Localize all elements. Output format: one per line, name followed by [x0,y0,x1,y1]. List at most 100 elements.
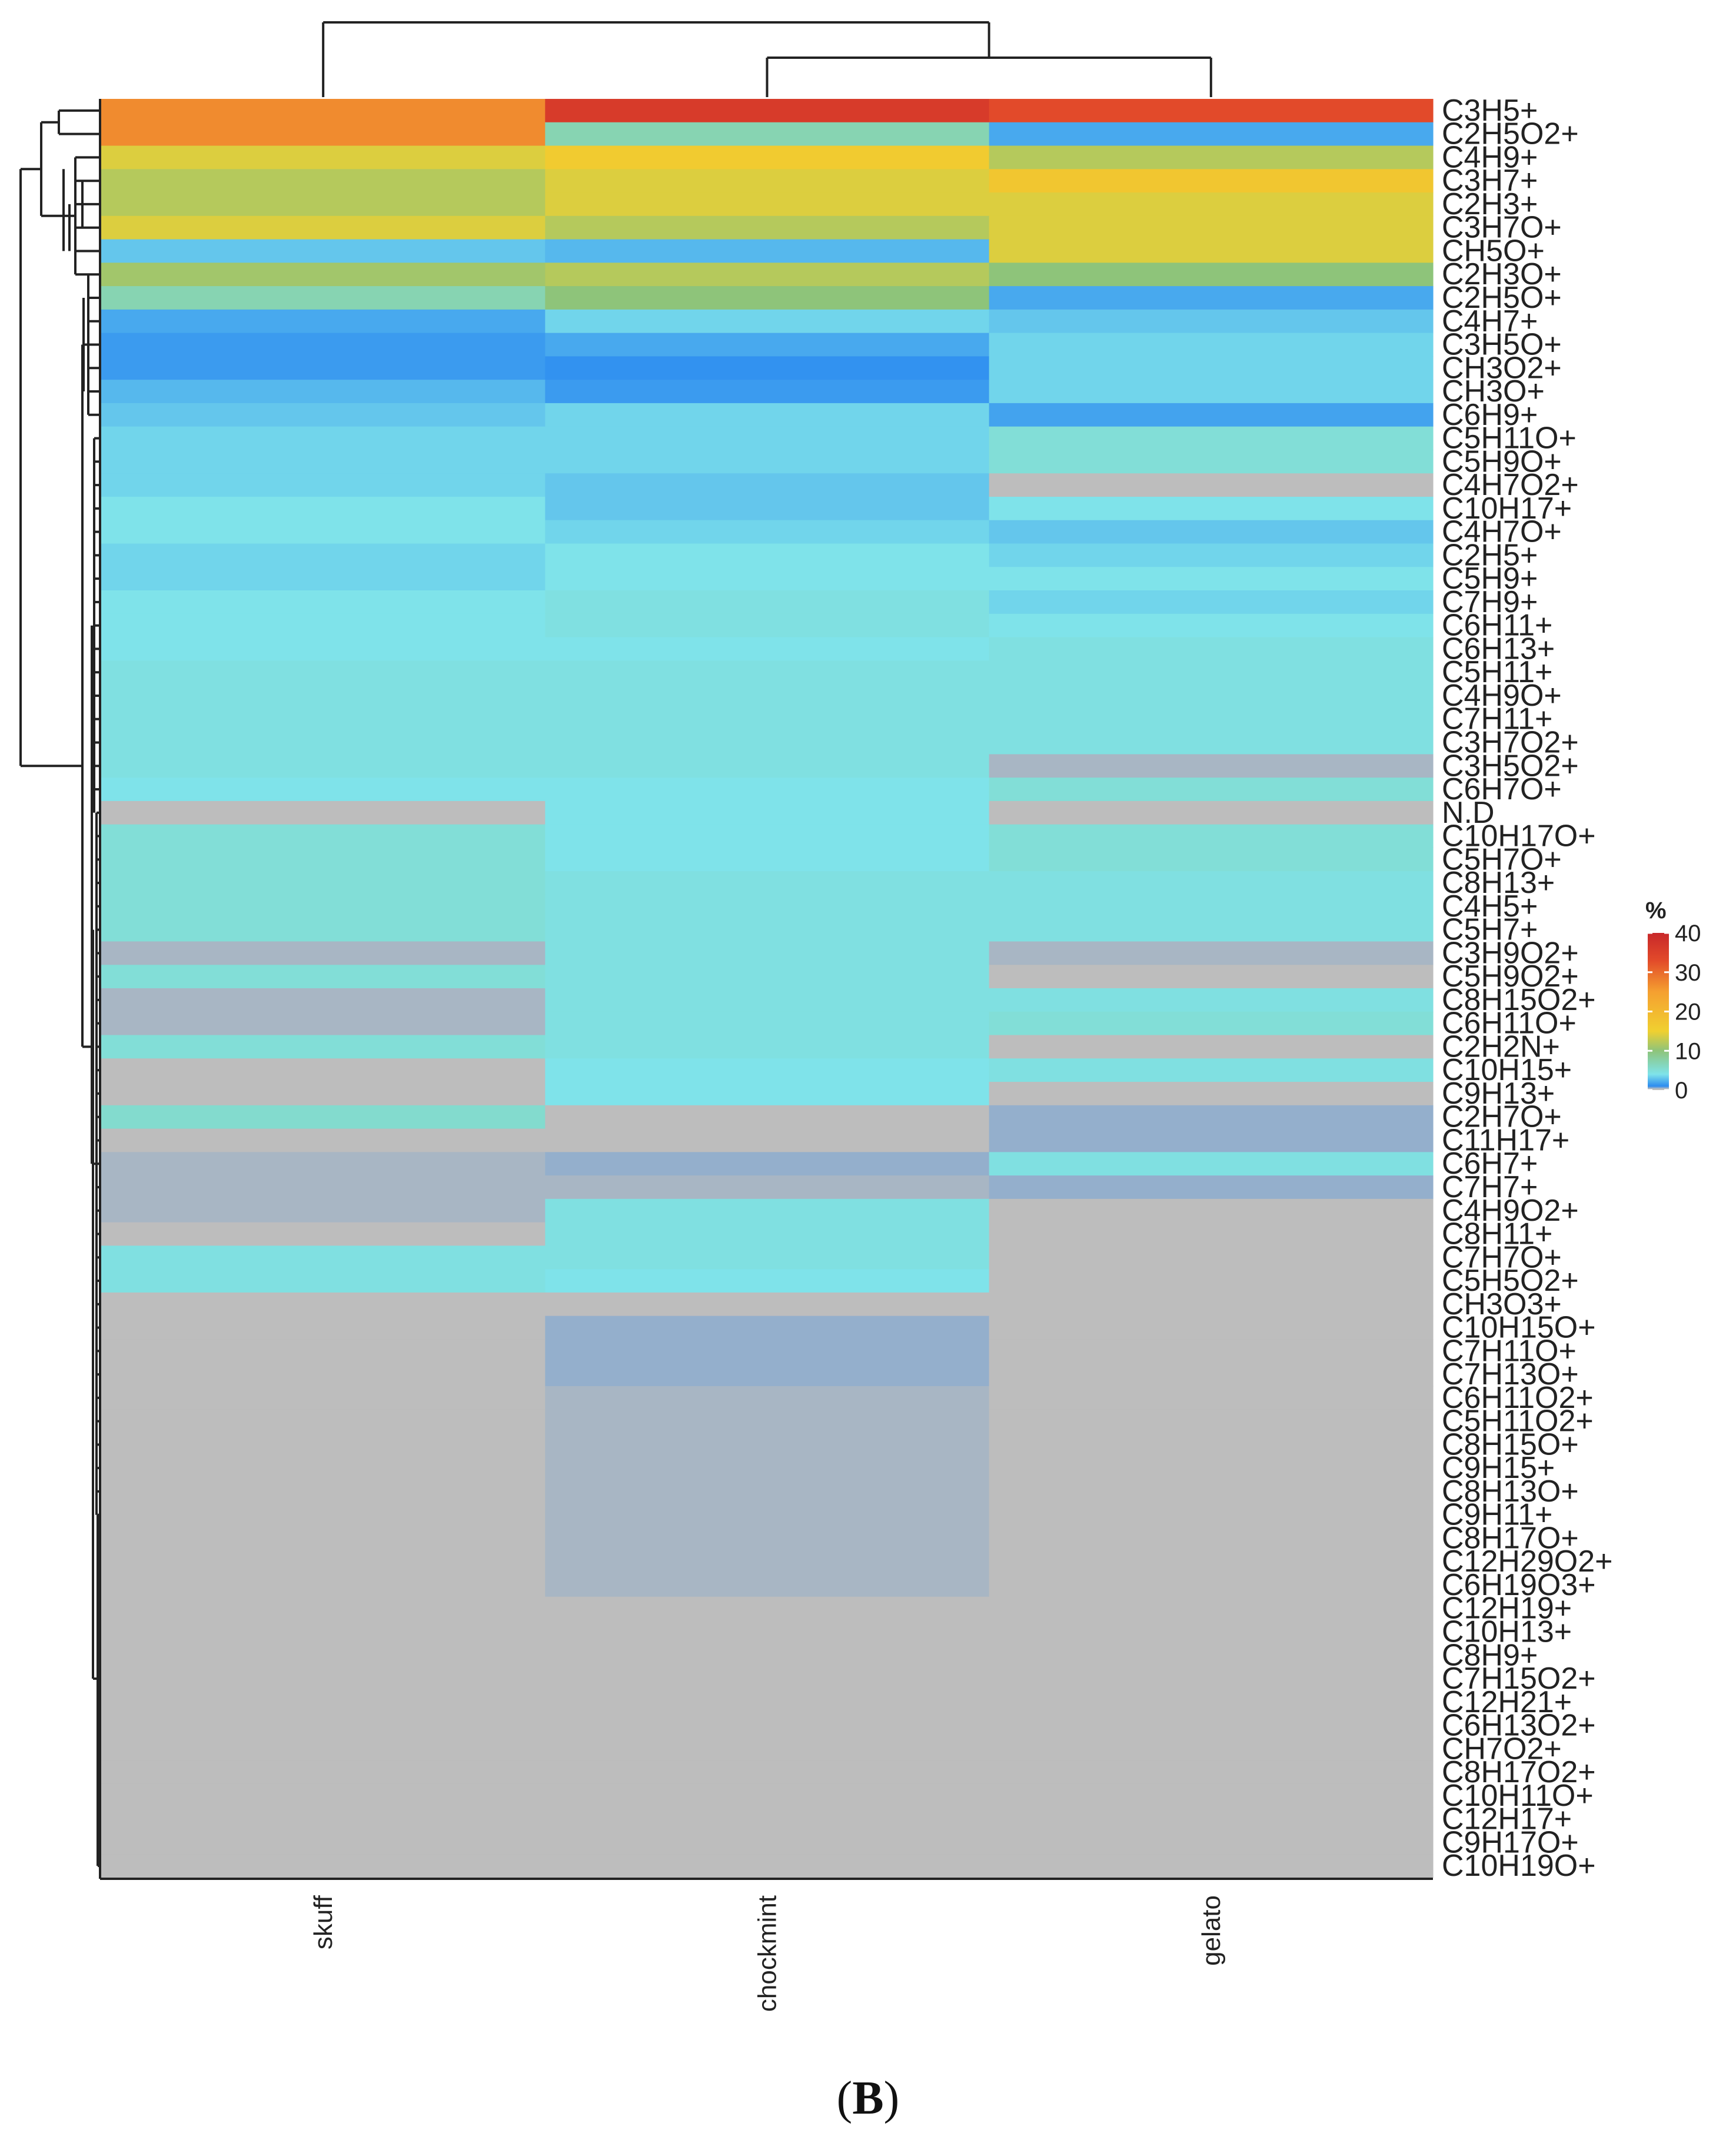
heatmap-cell [989,778,1434,802]
heatmap-cell [545,426,990,451]
heatmap-cell [545,1269,990,1293]
heatmap-cell [101,1690,546,1715]
heatmap-cell [989,215,1434,240]
heatmap-cell [545,1854,990,1878]
heatmap-cell [101,1339,546,1363]
heatmap-cell [989,1831,1434,1855]
heatmap-cell [101,215,546,240]
heatmap-cell [101,473,546,497]
row-label: C6H11+ [1442,609,1552,643]
heatmap-cell [989,684,1434,708]
row-label: C12H21+ [1442,1685,1572,1719]
heatmap-cell [101,543,546,567]
row-label: C2H2N+ [1442,1029,1560,1064]
heatmap-cell [545,754,990,778]
row-label: N.D [1442,796,1495,830]
heatmap-cell [989,1783,1434,1808]
heatmap-cell [101,637,546,661]
heatmap-cell [989,941,1434,965]
heatmap-cell [101,1175,546,1200]
heatmap-cell [545,1222,990,1246]
row-label: C10H11O+ [1442,1779,1594,1813]
heatmap-cell [989,473,1434,497]
heatmap-cell [989,660,1434,685]
heatmap-cell [989,1269,1434,1293]
row-label: C6H7O+ [1442,772,1562,806]
heatmap-cell [545,1456,990,1480]
heatmap-cell [545,496,990,521]
heatmap-cell [545,1175,990,1200]
column-label-gelato: gelato [1197,1895,1226,1966]
heatmap-cell [101,1480,546,1504]
heatmap-cell [545,590,990,614]
row-label: C4H9O+ [1442,679,1562,713]
heatmap-cell [101,988,546,1012]
heatmap-cell [101,1550,546,1574]
heatmap-cell [989,1082,1434,1106]
heatmap-cell [101,1035,546,1059]
heatmap-cell [989,1292,1434,1317]
heatmap-cell [545,333,990,357]
row-label: C7H11O+ [1442,1334,1577,1368]
heatmap-cell [989,1760,1434,1785]
heatmap-cell [101,1667,546,1691]
heatmap-cell [989,848,1434,872]
heatmap-cell [101,1433,546,1457]
row-label: C6H13O2+ [1442,1709,1596,1743]
heatmap-cell [989,918,1434,942]
heatmap-cell [101,918,546,942]
heatmap-cell [101,1198,546,1223]
row-label: CH7O2+ [1442,1732,1562,1766]
heatmap-cells [99,99,1434,1880]
row-label: C7H15O2+ [1442,1662,1596,1696]
heatmap-cell [989,1409,1434,1434]
row-label: C3H9O2+ [1442,936,1579,970]
heatmap-cell [101,941,546,965]
heatmap-cell [545,660,990,685]
panel-label-letter: B [852,2072,884,2124]
heatmap-cell [989,333,1434,357]
row-label: C3H7+ [1442,164,1538,198]
legend-tick-label: 20 [1675,999,1701,1025]
row-label: C5H7O+ [1442,842,1562,876]
heatmap-cell [101,1409,546,1434]
heatmap-cell [989,1480,1434,1504]
legend-tick-label: 10 [1675,1038,1701,1064]
row-label: C12H19+ [1442,1592,1572,1626]
heatmap-cell [101,754,546,778]
row-label: C4H5+ [1442,889,1538,923]
heatmap-cell [545,520,990,544]
heatmap-cell [545,122,990,147]
heatmap-cell [989,1550,1434,1574]
row-label: C5H7+ [1442,913,1538,947]
heatmap-cell [545,778,990,802]
heatmap-cell [989,1713,1434,1738]
heatmap-cell [545,403,990,427]
row-label: C8H13O+ [1442,1474,1579,1509]
heatmap-cell [545,707,990,732]
heatmap-cell [989,871,1434,895]
heatmap-cell [989,1198,1434,1223]
heatmap-cell [101,145,546,170]
heatmap-cell [989,707,1434,732]
heatmap-cell [989,99,1434,123]
heatmap-cell [545,1363,990,1387]
heatmap-cell [545,1596,990,1621]
heatmap-cell [545,684,990,708]
heatmap-cell [989,1596,1434,1621]
heatmap-cell [101,730,546,755]
heatmap-cell [989,824,1434,849]
heatmap-cell [101,871,546,895]
heatmap-cell [101,99,546,123]
row-label: C4H7O+ [1442,515,1562,549]
panel-label: (B) [836,2072,900,2124]
heatmap-cell [101,1152,546,1176]
heatmap-cell [545,800,990,825]
heatmap-cell [545,1573,990,1597]
heatmap-cell [989,1854,1434,1878]
heatmap-cell [989,800,1434,825]
heatmap-cell [101,169,546,193]
heatmap-cell [545,1128,990,1152]
heatmap-cell [545,99,990,123]
heatmap-cell [101,192,546,217]
